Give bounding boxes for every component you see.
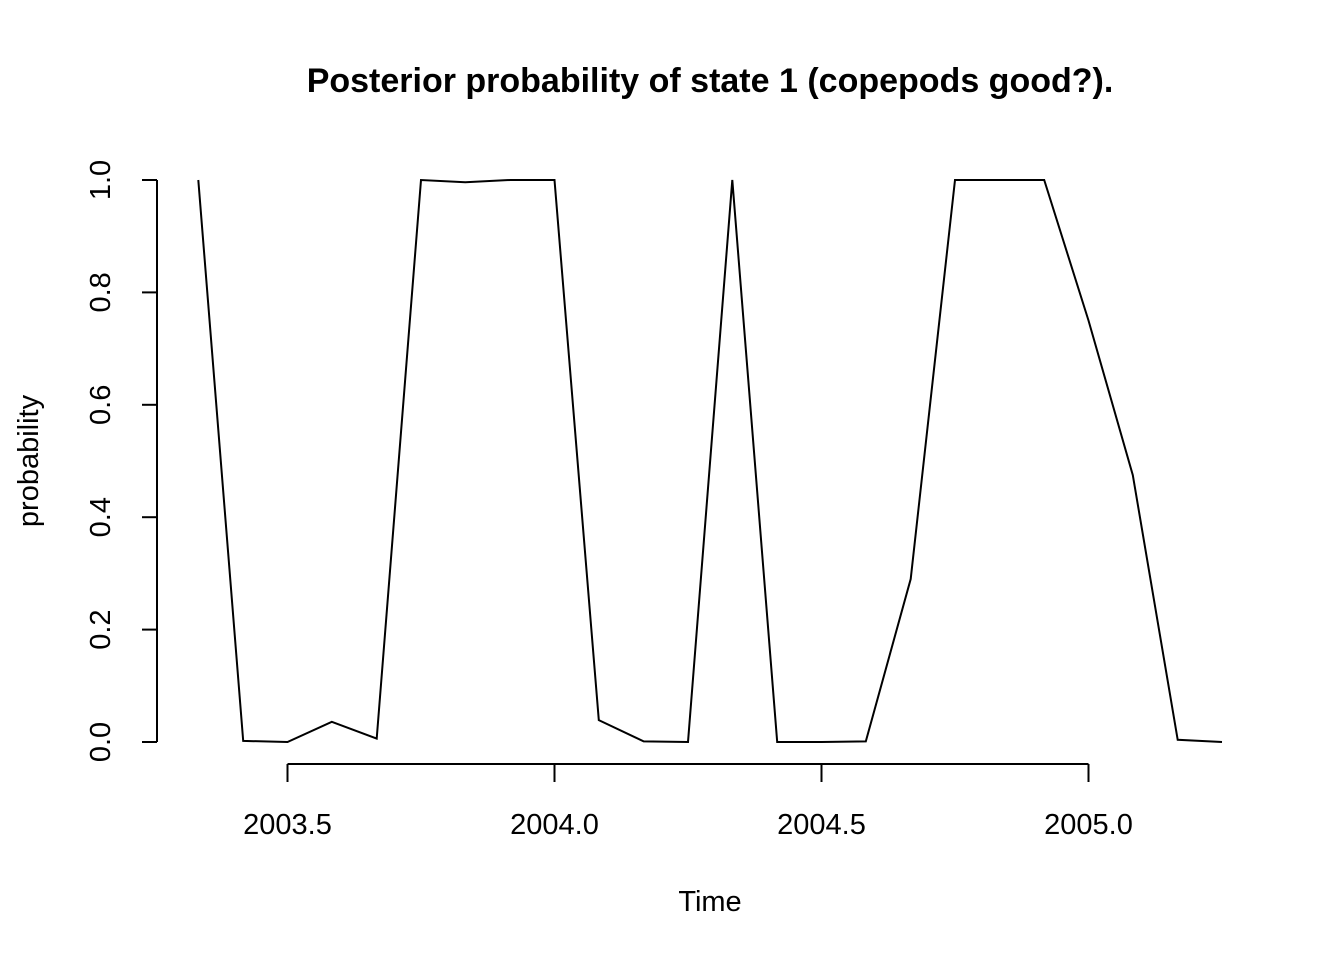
y-tick-label: 0.0 <box>85 722 117 762</box>
y-tick-label: 0.4 <box>85 497 117 537</box>
x-tick-label: 2005.0 <box>1044 809 1133 841</box>
y-axis: 0.0 0.2 0.4 0.6 0.8 1.0 <box>85 160 158 762</box>
y-tick-label: 0.2 <box>85 609 117 649</box>
chart-title: Posterior probability of state 1 (copepo… <box>307 62 1114 100</box>
x-tick-label: 2003.5 <box>243 809 332 841</box>
x-tick-label: 2004.5 <box>777 809 866 841</box>
y-tick-label: 1.0 <box>85 160 117 200</box>
y-tick-label: 0.6 <box>85 385 117 425</box>
series-line <box>197 178 1223 744</box>
x-axis-title: Time <box>678 886 741 918</box>
x-axis: 2003.5 2004.0 2004.5 2005.0 <box>243 763 1133 841</box>
x-tick-label: 2004.0 <box>510 809 599 841</box>
y-axis-title: probability <box>13 394 45 527</box>
y-tick-label: 0.8 <box>85 272 117 312</box>
